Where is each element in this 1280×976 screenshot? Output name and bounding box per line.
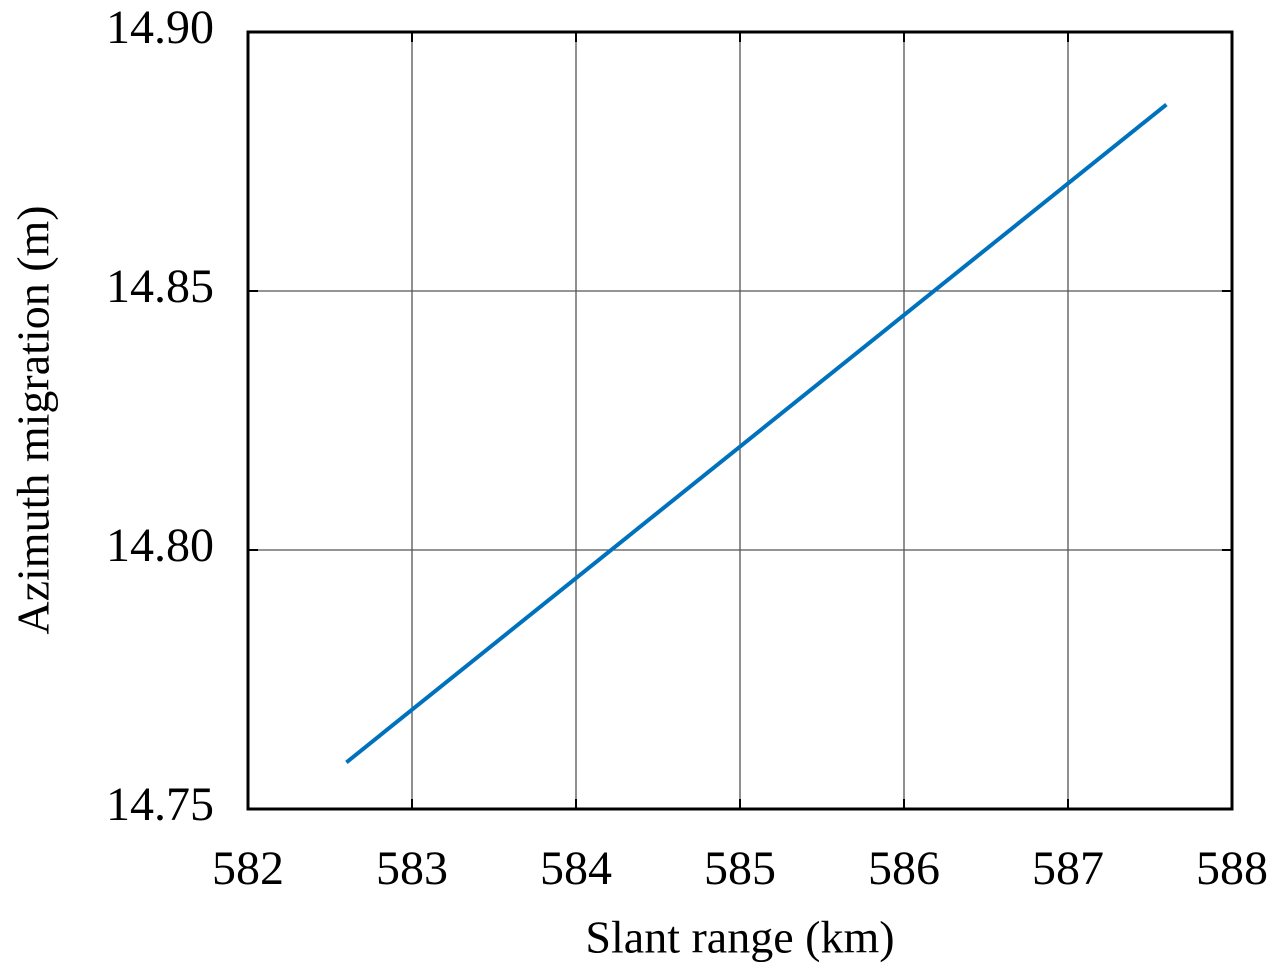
y-axis-label: Azimuth migration (m): [8, 205, 59, 634]
x-tick-label: 586: [868, 842, 940, 895]
y-tick-label: 14.75: [106, 778, 214, 831]
x-tick-label: 587: [1032, 842, 1104, 895]
x-tick-label: 585: [704, 842, 776, 895]
y-tick-label: 14.80: [106, 519, 214, 572]
plot-frame: [246, 30, 1234, 811]
x-tick-label: 588: [1196, 842, 1268, 895]
x-tick-label: 582: [212, 842, 284, 895]
x-tick-label: 583: [376, 842, 448, 895]
y-tick-label: 14.85: [106, 260, 214, 313]
y-tick-label: 14.90: [106, 1, 214, 54]
x-tick-label: 584: [540, 842, 612, 895]
data-line: [345, 102, 1168, 764]
x-axis-label: Slant range (km): [585, 912, 894, 963]
